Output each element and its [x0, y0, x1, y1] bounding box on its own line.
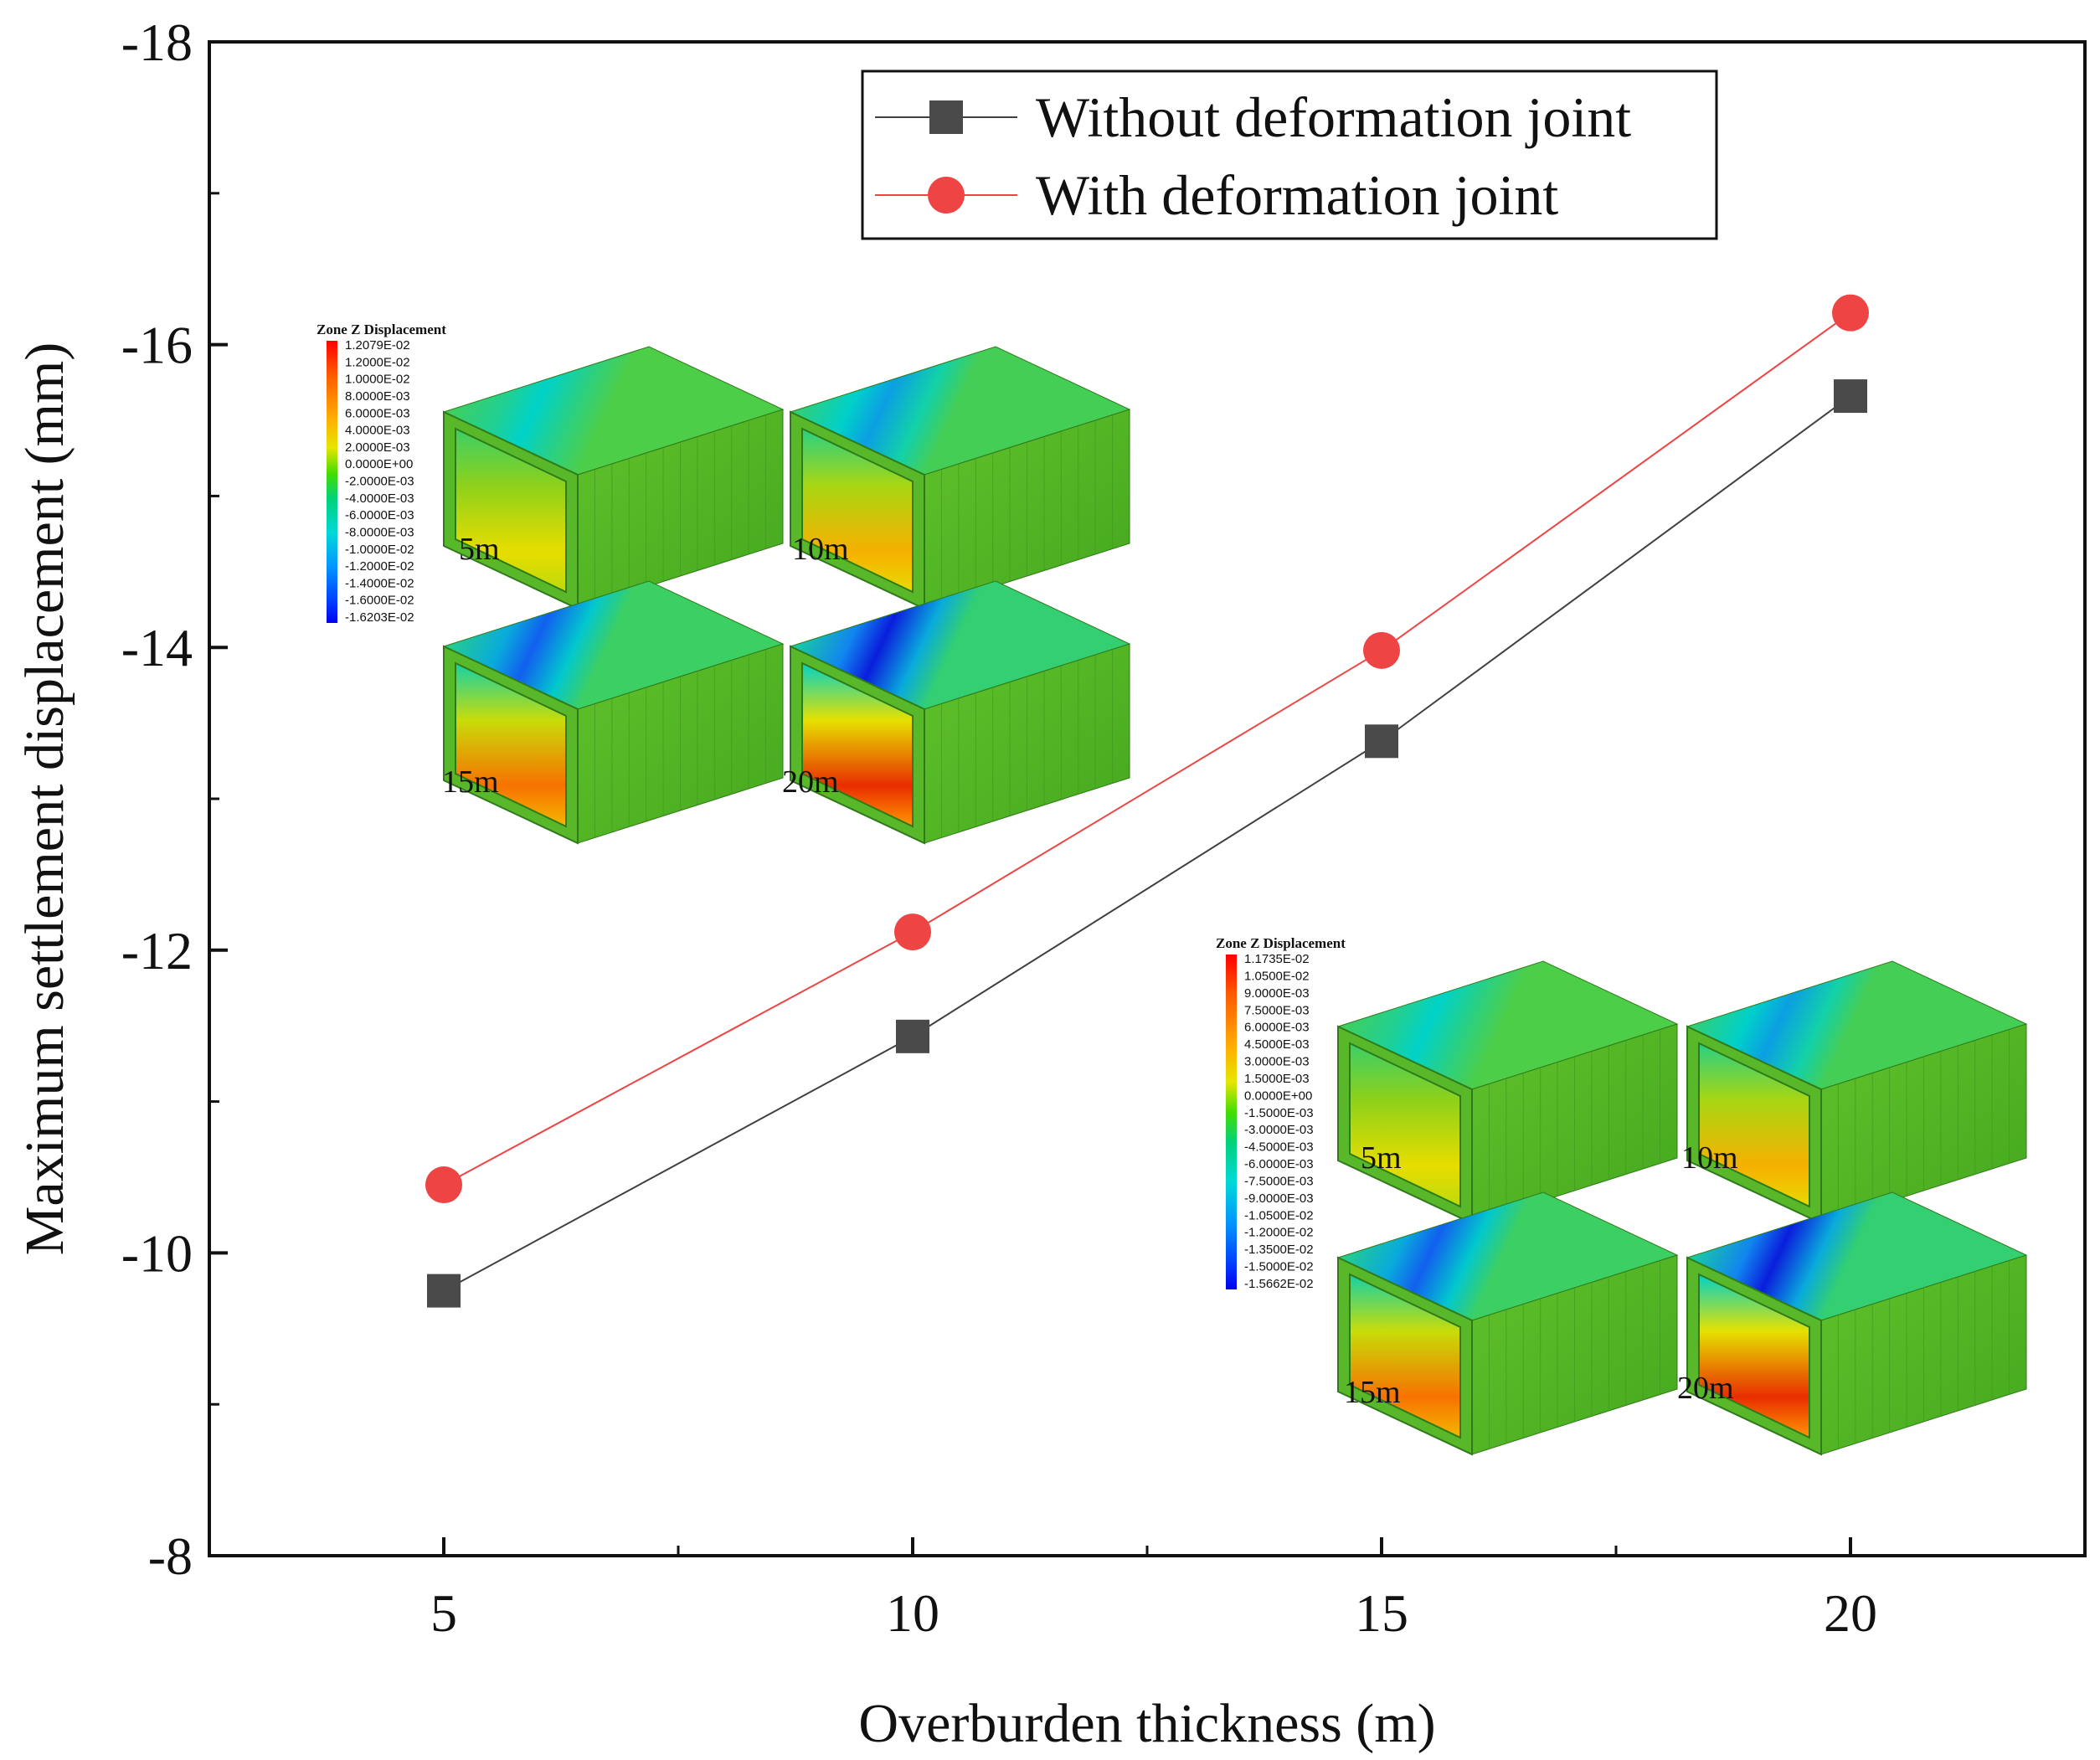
y-tick-label: -8 [148, 1526, 193, 1586]
model-opening [1349, 1042, 1461, 1208]
colorbar-label: 4.0000E-03 [345, 424, 410, 438]
colorbar-label: 1.2079E-02 [345, 338, 410, 353]
colorbar-label: -1.5000E-02 [1244, 1260, 1314, 1274]
tunnel-model: 20m [1677, 1191, 2028, 1456]
colorbar-label: -3.0000E-03 [1244, 1123, 1314, 1137]
colorbar [1226, 955, 1237, 1289]
colorbar-label: -1.0000E-02 [345, 543, 414, 557]
colorbar-label: -1.6203E-02 [345, 610, 414, 625]
model-opening [1698, 1273, 1810, 1439]
colorbar-label: 2.0000E-03 [345, 440, 410, 455]
colorbar-label: -4.0000E-03 [345, 491, 414, 506]
tunnel-model: 5m [442, 346, 785, 610]
y-tick-label: -14 [121, 618, 193, 677]
series-line-without [443, 395, 1851, 1292]
colorbar-label: -6.0000E-03 [1244, 1157, 1314, 1171]
model-label: 10m [792, 532, 849, 567]
y-tick-label: -10 [121, 1223, 193, 1283]
data-point-without [1834, 379, 1867, 414]
colorbar-label: 1.0000E-02 [345, 373, 410, 387]
colorbar-label: 1.1735E-02 [1244, 952, 1310, 966]
colorbar-label: -7.5000E-03 [1244, 1174, 1314, 1188]
tunnel-model: 20m [782, 580, 1131, 845]
colorbar-title: Zone Z Displacement [317, 322, 446, 337]
colorbar-label: -1.4000E-02 [345, 576, 414, 590]
colorbar-label: -1.2000E-02 [345, 559, 414, 574]
data-point-with [1363, 631, 1400, 669]
model-opening [455, 661, 567, 828]
model-opening [1698, 1042, 1810, 1208]
colorbar [327, 341, 337, 623]
colorbar-label: -4.5000E-03 [1244, 1140, 1314, 1155]
data-point-with [425, 1166, 462, 1204]
colorbar-title: Zone Z Displacement [1216, 935, 1346, 951]
x-tick-label: 20 [1824, 1583, 1877, 1643]
tunnel-model: 5m [1336, 960, 1679, 1225]
colorbar-label: 6.0000E-03 [345, 406, 410, 420]
colorbar-label: 7.5000E-03 [1244, 1003, 1310, 1017]
model-opening [455, 427, 567, 594]
model-label: 5m [459, 532, 500, 567]
legend-label-with: With deformation joint [1036, 163, 1558, 227]
colorbar-label: 0.0000E+00 [1244, 1088, 1312, 1103]
colorbar-label: -2.0000E-03 [345, 475, 414, 489]
colorbar-label: -1.6000E-02 [345, 594, 414, 608]
model-label: 15m [442, 764, 499, 800]
x-tick-label: 15 [1355, 1583, 1408, 1643]
colorbar-label: 9.0000E-03 [1244, 986, 1310, 1001]
colorbar-label: -6.0000E-03 [345, 508, 414, 522]
data-point-with [1832, 294, 1869, 332]
colorbar-label: -1.5662E-02 [1244, 1277, 1314, 1291]
colorbar-label: -1.5000E-03 [1244, 1106, 1314, 1120]
x-tick-label: 5 [430, 1583, 457, 1643]
legend: Without deformation joint With deformati… [861, 69, 1718, 240]
legend-marker-circle [928, 177, 965, 214]
y-tick-label: -16 [121, 316, 193, 375]
legend-box [861, 69, 1718, 240]
colorbar-label: 4.5000E-03 [1244, 1037, 1310, 1052]
colorbar-label: -1.0500E-02 [1244, 1208, 1314, 1222]
x-axis-title: Overburden thickness (m) [858, 1693, 1435, 1754]
colorbar-label: 8.0000E-03 [345, 389, 410, 404]
colorbar-label: 1.2000E-02 [345, 355, 410, 369]
colorbar-label: 6.0000E-03 [1244, 1021, 1310, 1035]
colorbar-label: 1.0500E-02 [1244, 969, 1310, 983]
colorbar-label: 3.0000E-03 [1244, 1055, 1310, 1069]
y-tick-label: -18 [121, 13, 193, 72]
series-line-with [443, 311, 1851, 1186]
data-point-with [894, 913, 931, 951]
y-axis-title: Maximum settlement displacement (mm) [14, 342, 75, 1256]
colorbar-label: 0.0000E+00 [345, 457, 413, 471]
tunnel-model: 15m [1336, 1191, 1679, 1456]
data-series [425, 294, 1869, 1308]
colorbar-label: -1.3500E-02 [1244, 1243, 1314, 1257]
tunnel-model: 15m [442, 580, 785, 845]
model-label: 5m [1361, 1140, 1402, 1176]
data-point-without [1365, 724, 1398, 759]
axes: 5 10 15 20 -8 -10 -12 -14 -16 -18 [121, 13, 1877, 1643]
model-label: 20m [1677, 1371, 1734, 1406]
y-tick-label: -12 [121, 921, 193, 980]
colorbar-label: 1.5000E-03 [1244, 1072, 1310, 1086]
tunnel-model: 10m [1681, 960, 2028, 1225]
legend-label-without: Without deformation joint [1036, 85, 1631, 149]
x-tick-label: 10 [886, 1583, 939, 1643]
data-point-without [427, 1274, 461, 1308]
data-point-without [896, 1019, 929, 1053]
model-opening [1349, 1273, 1461, 1439]
colorbar-label: -8.0000E-03 [345, 525, 414, 539]
model-opening [801, 661, 914, 828]
model-label: 15m [1344, 1375, 1401, 1410]
model-label: 10m [1681, 1140, 1738, 1176]
model-label: 20m [782, 764, 839, 800]
tunnel-model: 10m [789, 346, 1131, 610]
model-opening [801, 427, 914, 594]
colorbar-label: -1.2000E-02 [1244, 1226, 1314, 1240]
legend-marker-square [929, 100, 963, 134]
colorbar-label: -9.0000E-03 [1244, 1191, 1314, 1206]
